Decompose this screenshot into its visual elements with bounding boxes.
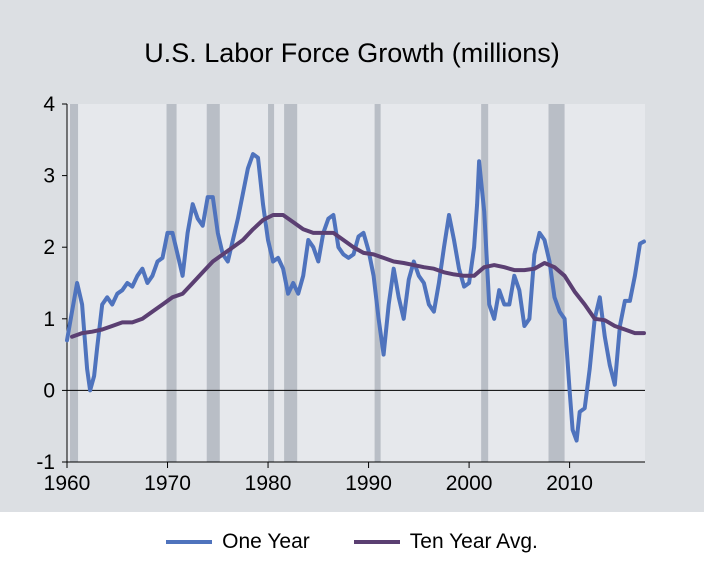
y-tick-label: 2 (43, 236, 55, 259)
recession-band (70, 104, 79, 462)
legend-item-one-year: One Year (166, 530, 310, 554)
x-tick-label: 1980 (245, 472, 292, 495)
x-tick-label: 1970 (144, 472, 191, 495)
series-line-one-year (65, 152, 646, 443)
legend-swatch-ten-year-avg (353, 540, 400, 544)
series-line-ten-year-avg (70, 213, 646, 339)
recession-band (548, 104, 565, 462)
recession-band (268, 104, 275, 462)
y-tick-label: 1 (43, 308, 55, 331)
legend-label-one-year: One Year (222, 530, 310, 553)
y-tick-label: 0 (43, 379, 55, 402)
legend-item-ten-year-avg: Ten Year Avg. (353, 530, 538, 554)
x-tick-label: 1990 (345, 472, 392, 495)
y-tick-label: -1 (36, 451, 55, 474)
recession-band (374, 104, 381, 462)
recession-band (481, 104, 489, 462)
x-tick-label: 2010 (546, 472, 593, 495)
x-tick-label: 1960 (44, 472, 91, 495)
x-tick-label: 2000 (446, 472, 493, 495)
y-tick-label: 3 (43, 165, 55, 188)
chart-title: U.S. Labor Force Growth (millions) (144, 38, 560, 68)
legend-swatch-one-year (166, 540, 213, 544)
recession-band (284, 104, 298, 462)
recession-band (206, 104, 220, 462)
recession-band (166, 104, 177, 462)
legend-label-ten-year-avg: Ten Year Avg. (409, 530, 538, 553)
chart-svg: -1 0 1 2 3 4 1960 1970 1980 1990 2000 2010 (36, 93, 646, 495)
y-tick-label: 4 (43, 93, 55, 116)
legend: One Year Ten Year Avg. (0, 530, 704, 554)
